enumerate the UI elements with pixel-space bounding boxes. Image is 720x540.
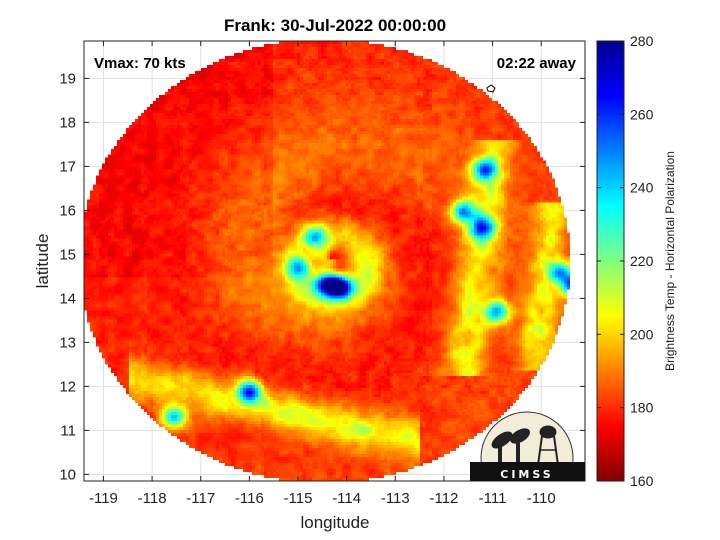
plot-frame bbox=[83, 40, 586, 482]
x-axis-label: longitude bbox=[300, 513, 369, 532]
chart-title: Frank: 30-Jul-2022 00:00:00 bbox=[224, 16, 446, 35]
x-tick-label: -114 bbox=[332, 490, 361, 507]
cimss-logo: CIMSS bbox=[470, 411, 585, 481]
vmax-label: Vmax: 70 kts bbox=[94, 55, 186, 72]
colorbar-tick-label: 220 bbox=[630, 253, 654, 269]
y-tick-label: 11 bbox=[60, 422, 76, 439]
colorbar-tick-label: 200 bbox=[630, 326, 654, 342]
colorbar-ticks: 160 180 200 220 240 260 280 bbox=[597, 33, 654, 489]
x-tick-label: -112 bbox=[429, 490, 458, 507]
colorbar-tick-label: 280 bbox=[630, 33, 654, 49]
y-tick-label: 13 bbox=[59, 334, 76, 351]
x-tick-label: -111 bbox=[479, 490, 507, 507]
y-axis: 10 11 12 13 14 15 16 17 18 19 bbox=[59, 70, 585, 483]
colorbar-tick-label: 260 bbox=[630, 106, 654, 122]
y-tick-label: 12 bbox=[59, 378, 76, 395]
colorbar-tick-label: 160 bbox=[630, 473, 654, 489]
y-tick-label: 10 bbox=[59, 466, 76, 483]
x-tick-label: -110 bbox=[527, 490, 556, 507]
colorbar-tick-label: 180 bbox=[630, 400, 654, 416]
colorbar bbox=[596, 40, 625, 482]
x-tick-label: -119 bbox=[89, 490, 118, 507]
logo-building bbox=[470, 462, 585, 481]
x-tick-label: -118 bbox=[138, 490, 167, 507]
satellite-dish-icon bbox=[491, 428, 530, 462]
y-tick-label: 18 bbox=[59, 114, 76, 131]
y-axis-label: latitude bbox=[33, 234, 52, 289]
y-tick-label: 17 bbox=[59, 158, 76, 175]
y-tick-label: 16 bbox=[59, 202, 76, 219]
x-tick-label: -113 bbox=[381, 490, 410, 507]
colorbar-tick-label: 240 bbox=[630, 180, 654, 196]
x-tick-label: -115 bbox=[284, 490, 313, 507]
colorbar-label: Brightness Temp - Horizontal Polarizatio… bbox=[663, 151, 677, 371]
x-tick-label: -117 bbox=[186, 490, 215, 507]
y-tick-label: 19 bbox=[59, 70, 76, 87]
x-tick-label: -116 bbox=[235, 490, 264, 507]
y-tick-label: 15 bbox=[59, 246, 76, 263]
x-axis: -119 -118 -117 -116 -115 -114 -113 -112 -111 -110 bbox=[89, 41, 556, 507]
water-tower-icon bbox=[537, 425, 559, 466]
time-away-label: 02:22 away bbox=[497, 55, 577, 72]
brightness-temperature-swath bbox=[84, 41, 585, 481]
logo-text: CIMSS bbox=[500, 468, 553, 481]
island-outline bbox=[486, 84, 496, 93]
y-tick-label: 14 bbox=[59, 290, 76, 307]
